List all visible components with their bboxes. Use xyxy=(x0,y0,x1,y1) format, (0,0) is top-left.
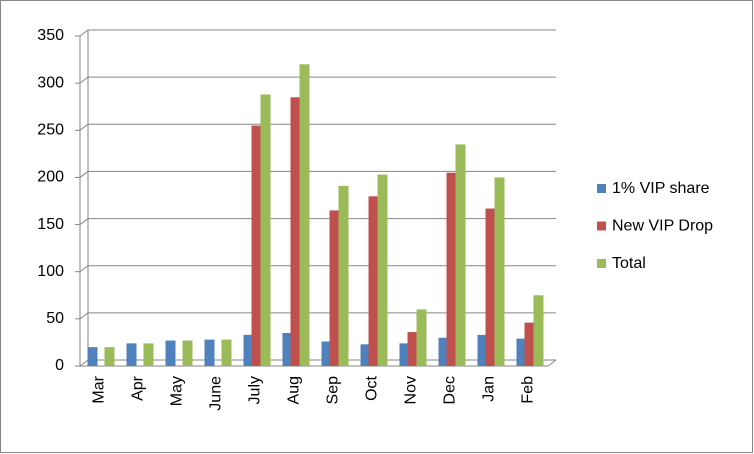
bar xyxy=(260,94,271,366)
bar xyxy=(251,125,262,366)
bar xyxy=(165,340,176,366)
legend-label: 1% VIP share xyxy=(612,180,710,197)
y-tick-label: 300 xyxy=(37,74,64,91)
bar xyxy=(368,196,379,366)
x-tick-label: Feb xyxy=(520,376,537,404)
x-tick-label: Sep xyxy=(325,376,342,405)
bar xyxy=(321,341,332,366)
bar xyxy=(485,208,496,366)
grid-line xyxy=(79,76,556,84)
y-tick-label: 150 xyxy=(37,216,64,233)
grid-line xyxy=(79,29,556,37)
bar xyxy=(299,64,310,367)
grid-line xyxy=(79,123,556,131)
bar xyxy=(533,295,544,366)
grid-line xyxy=(79,312,556,320)
bar xyxy=(477,334,488,366)
x-tick-label: June xyxy=(208,376,225,411)
bar xyxy=(221,339,232,366)
bar xyxy=(524,322,535,366)
bar xyxy=(204,339,215,366)
bar xyxy=(126,343,137,366)
bar xyxy=(329,210,340,366)
grid-line xyxy=(79,265,556,273)
bar xyxy=(438,337,449,366)
legend-swatch xyxy=(597,221,606,231)
bar xyxy=(494,177,505,366)
bar xyxy=(104,347,115,366)
floor-right xyxy=(547,359,557,367)
y-tick-label: 350 xyxy=(37,27,64,44)
x-tick-label: May xyxy=(169,376,186,406)
x-tick-label: Apr xyxy=(130,375,147,401)
legend-label: Total xyxy=(612,255,646,272)
bar xyxy=(416,309,427,366)
y-tick-label: 100 xyxy=(37,263,64,280)
bar xyxy=(455,144,466,366)
legend-swatch xyxy=(597,259,606,268)
legend-swatch xyxy=(597,184,606,193)
x-tick-label: Jan xyxy=(481,376,498,402)
bar xyxy=(407,332,418,366)
x-tick-label: Mar xyxy=(91,375,108,403)
bar xyxy=(290,97,301,367)
x-tick-label: July xyxy=(247,376,264,404)
bar xyxy=(399,343,410,366)
bar xyxy=(87,347,98,366)
y-tick-label: 200 xyxy=(37,169,64,186)
bar xyxy=(377,174,388,366)
bar xyxy=(282,333,293,366)
x-tick-label: Nov xyxy=(403,376,420,404)
legend-label: New VIP Drop xyxy=(612,218,713,235)
y-tick-label: 250 xyxy=(37,122,64,139)
bar xyxy=(360,344,371,366)
grid-line xyxy=(79,218,556,225)
x-tick-label: Oct xyxy=(364,375,381,400)
bar xyxy=(338,185,349,366)
bar xyxy=(446,172,457,366)
x-tick-label: Dec xyxy=(442,376,459,404)
y-tick-label: 50 xyxy=(46,310,64,327)
x-tick-label: Aug xyxy=(286,376,303,404)
bar xyxy=(143,343,154,366)
y-tick-label: 0 xyxy=(55,357,64,374)
bar xyxy=(516,338,527,366)
bar xyxy=(182,340,193,366)
grid-line xyxy=(79,170,556,178)
bar xyxy=(243,334,254,366)
